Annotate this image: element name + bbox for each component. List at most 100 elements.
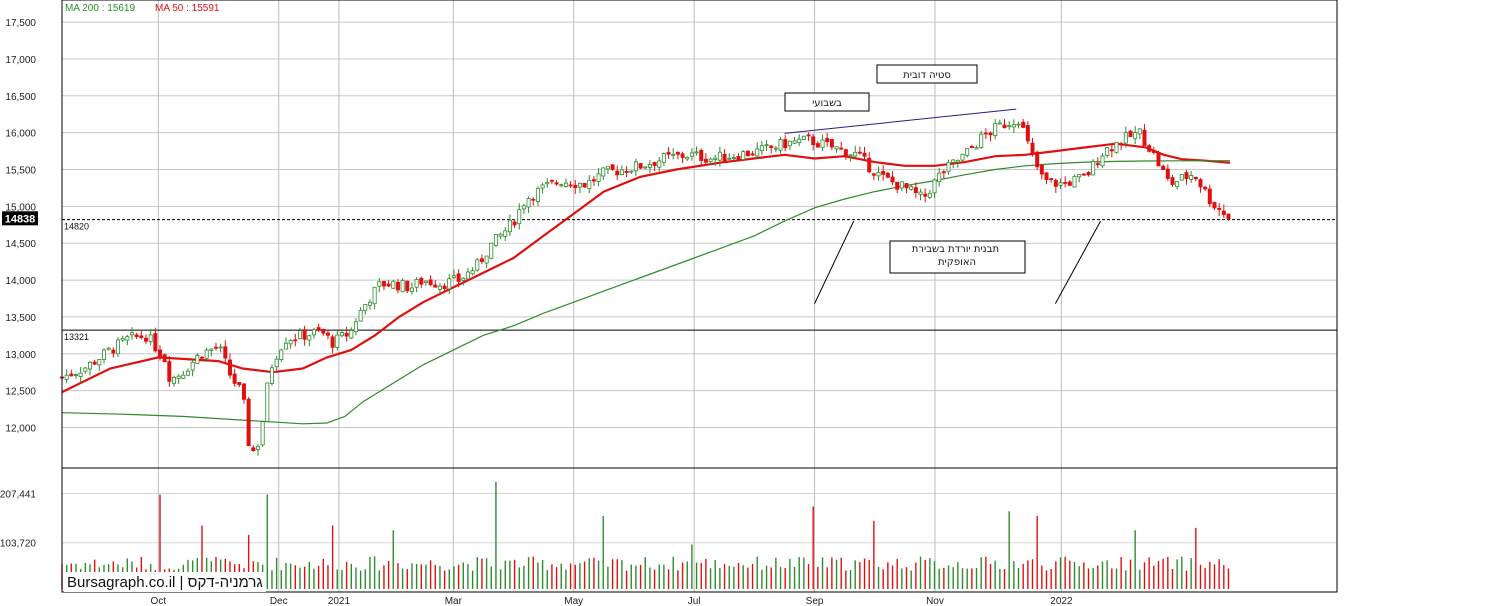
level-label-14820: 14820: [64, 222, 89, 232]
candle-body: [909, 186, 914, 190]
price-tick-label: 17,500: [5, 18, 36, 29]
candle-body: [587, 179, 592, 189]
candle-body: [204, 349, 209, 359]
candle-body: [629, 170, 634, 173]
candle-body: [703, 158, 708, 163]
trendlines: [784, 108, 1101, 304]
price-tick-label: 15,500: [5, 166, 36, 177]
annotation-line-1: תבנית יורדת בשבירת: [912, 244, 999, 255]
candle-body: [927, 192, 932, 198]
candle-body: [297, 330, 302, 340]
candle-body: [218, 346, 223, 349]
candle-body: [78, 372, 83, 377]
candle-body: [974, 147, 979, 150]
candle-body: [853, 151, 858, 157]
candle-body: [820, 139, 825, 148]
candle-body: [783, 139, 788, 149]
candle-body: [139, 335, 144, 339]
candle-body: [283, 342, 288, 350]
candle-body: [1109, 149, 1114, 152]
candle-body: [1212, 202, 1217, 209]
candle-body: [129, 332, 134, 336]
time-tick-label: 2022: [1050, 596, 1073, 606]
candle-body: [699, 149, 704, 161]
candle-body: [979, 133, 984, 148]
candle-body: [652, 161, 657, 166]
candle-body: [386, 283, 391, 287]
price-tick-label: 12,500: [5, 387, 36, 398]
candle-body: [64, 374, 69, 380]
candle-body: [946, 161, 951, 172]
candle-body: [83, 367, 88, 372]
candle-body: [1077, 174, 1082, 178]
candle-body: [1217, 207, 1222, 210]
candle-body: [638, 163, 643, 169]
candle-body: [73, 374, 78, 376]
candle-body: [1025, 124, 1030, 142]
candle-body: [246, 398, 251, 447]
candle-body: [311, 329, 316, 336]
candle-body: [199, 356, 204, 359]
candle-body: [213, 346, 218, 349]
candle-body: [895, 181, 900, 190]
candle-body: [885, 172, 890, 178]
candle-body: [1063, 182, 1068, 184]
watermark-background: [64, 572, 266, 592]
candle-body: [540, 184, 545, 189]
candle-body: [1133, 132, 1138, 139]
candle-body: [601, 167, 606, 177]
candle-body: [1053, 179, 1058, 187]
candle-body: [685, 156, 690, 160]
candle-body: [1091, 161, 1096, 176]
ma-line-ma200: [61, 160, 1231, 425]
candle-body: [171, 377, 176, 384]
candle-body: [227, 359, 232, 376]
candle-body: [1011, 124, 1016, 128]
candle-body: [657, 160, 662, 168]
plot-frame: [61, 0, 1338, 593]
time-tick-label: 2021: [328, 596, 351, 606]
candle-body: [475, 259, 480, 271]
candle-body: [489, 242, 494, 259]
candle-body: [493, 234, 498, 246]
candle-body: [503, 230, 508, 237]
candle-body: [573, 185, 578, 189]
watermark-text: Bursagraph.co.il | גרמניה-דקס: [67, 574, 263, 591]
candle-body: [806, 134, 811, 137]
trendline-2: [1054, 220, 1101, 304]
price-tick-label: 16,500: [5, 92, 36, 103]
candle-body: [498, 233, 503, 237]
moving-averages: [61, 142, 1231, 425]
price-tick-label: 15,000: [5, 202, 36, 213]
candle-body: [325, 332, 330, 336]
candle-body: [1198, 179, 1203, 188]
candle-body: [997, 122, 1002, 125]
candle-body: [92, 361, 97, 365]
candle-body: [811, 136, 816, 146]
candle-body: [755, 148, 760, 157]
candle-body: [1151, 151, 1156, 153]
candle-body: [307, 335, 312, 341]
annotation-weekly: בשבועי: [784, 92, 870, 112]
candle-body: [288, 340, 293, 345]
candle-body: [465, 271, 470, 280]
candle-body: [237, 381, 242, 386]
candle-body: [722, 153, 727, 162]
candle-body: [1016, 123, 1021, 126]
candle-body: [349, 330, 354, 339]
candle-body: [414, 279, 419, 288]
candle-body: [461, 277, 466, 281]
time-tick-label: May: [564, 596, 583, 606]
candle-body: [381, 280, 386, 287]
annotation-box: [889, 240, 1026, 274]
candle-body: [451, 275, 456, 278]
candle-body: [517, 209, 522, 225]
time-tick-label: Oct: [151, 596, 167, 606]
candle-body: [1007, 125, 1012, 127]
candle-body: [965, 148, 970, 156]
horizontal-levels: 14820 13321: [62, 219, 1337, 342]
candle-body: [983, 132, 988, 135]
candle-body: [69, 373, 74, 377]
candle-body: [745, 150, 750, 157]
